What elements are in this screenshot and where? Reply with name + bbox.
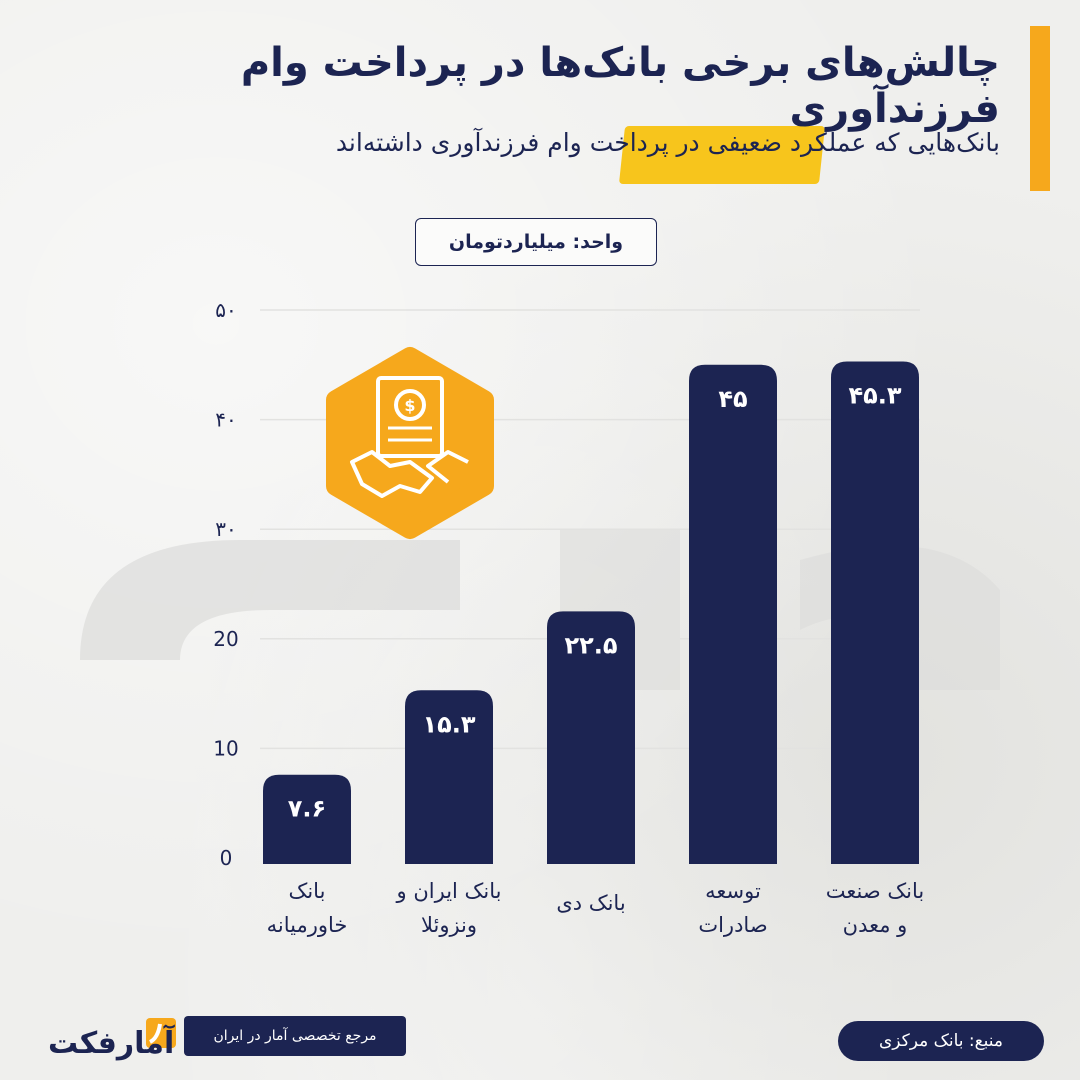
bar-value-label: ۷.۶ — [288, 795, 326, 823]
bar-value-label: ۲۲.۵ — [564, 631, 617, 659]
bar-chart: $ 0 10 20 ۳۰ ۴۰ ۵۰ ۷.۶ بانک خاورمیانه ۱۵.۳ بانک ای… — [213, 298, 924, 937]
svg-text:$: $ — [404, 396, 415, 415]
source-badge: منبع: بانک مرکزی — [838, 1021, 1044, 1061]
bar — [547, 611, 635, 864]
bar-value-label: ۴۵.۳ — [848, 382, 901, 410]
contract-handshake-icon: $ — [326, 347, 494, 539]
category-label: و معدن — [843, 913, 908, 937]
y-tick-label: 0 — [220, 846, 233, 870]
category-label: ونزوئلا — [421, 913, 477, 937]
tagline-badge: مرجع تخصصی آمار در ایران — [184, 1016, 406, 1056]
y-tick-label: 10 — [213, 736, 238, 760]
y-tick-label: ۴۰ — [215, 408, 236, 432]
category-label: توسعه — [705, 879, 761, 903]
logo-text: آمارفکت — [48, 1026, 175, 1061]
y-tick-label: ۳۰ — [215, 517, 236, 541]
bar — [263, 774, 351, 864]
bar — [689, 364, 777, 864]
bar-value-label: ۱۵.۳ — [422, 710, 475, 738]
unit-label: واحد: میلیاردتومان — [415, 218, 657, 266]
page-title: چالش‌های برخی بانک‌ها در پرداخت وام فرزن… — [240, 40, 1000, 132]
category-label: بانک صنعت — [826, 879, 924, 903]
category-label: بانک دی — [556, 891, 625, 915]
bar — [405, 690, 493, 864]
bar-value-label: ۴۵ — [718, 385, 747, 413]
bar — [831, 361, 919, 864]
category-label: صادرات — [698, 913, 767, 937]
y-tick-label: 20 — [213, 627, 238, 651]
category-label: بانک — [289, 879, 326, 903]
y-tick-label: ۵۰ — [215, 298, 236, 322]
category-label: خاورمیانه — [267, 913, 348, 937]
logo-mark-icon — [146, 1018, 176, 1048]
brand-logo: آمارفکت — [28, 1012, 178, 1062]
category-label: بانک ایران و — [396, 879, 502, 903]
page-subtitle: بانک‌هایی که عملکرد ضعیفی در پرداخت وام … — [335, 128, 1000, 157]
title-accent-bar — [1030, 26, 1050, 191]
